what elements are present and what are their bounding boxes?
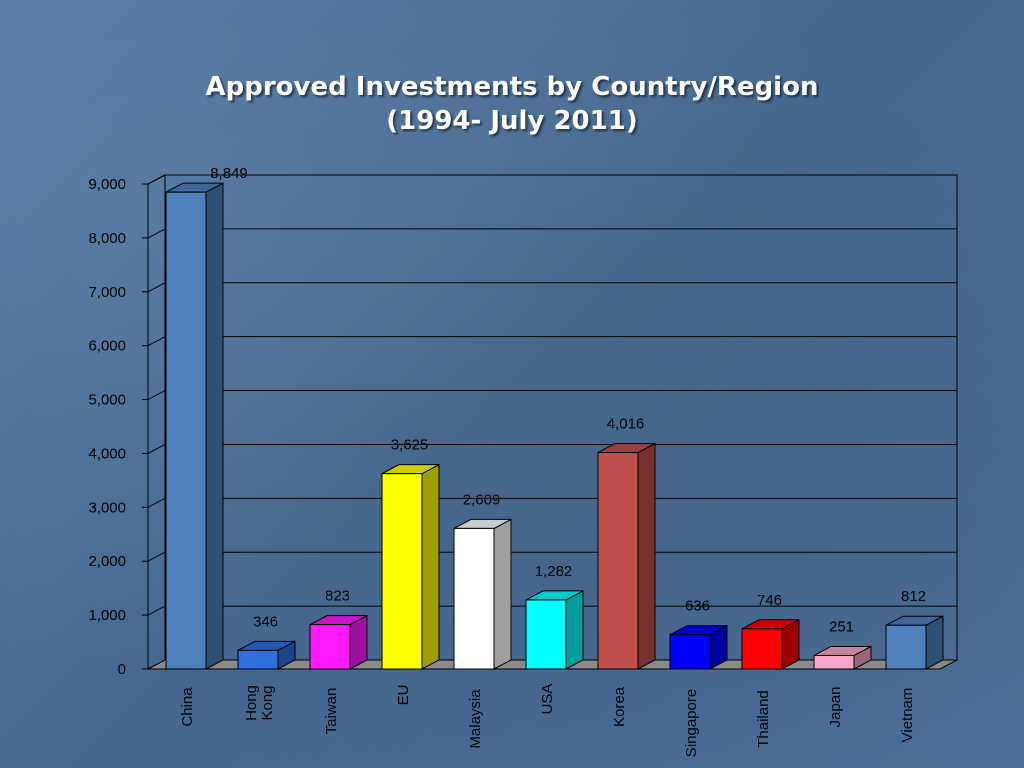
x-tick-label: Thailand: [755, 690, 772, 748]
bar: [813, 645, 872, 670]
x-tick-label: China: [179, 687, 196, 727]
x-tick-label: Taiwan: [323, 688, 340, 735]
bar: [381, 463, 440, 670]
gridline-side: [147, 228, 166, 239]
bar-front: [669, 634, 711, 670]
data-label: 1,282: [535, 563, 573, 580]
bar: [309, 614, 368, 670]
data-label: 746: [757, 592, 782, 609]
y-tick-label: 1,000: [88, 607, 126, 624]
y-tick-label: 8,000: [88, 230, 126, 247]
x-tick-label: USA: [539, 684, 556, 715]
data-label: 346: [253, 613, 278, 630]
bar-side: [493, 518, 512, 670]
y-tick-label: 6,000: [88, 338, 126, 355]
bar: [741, 618, 800, 670]
x-tick-label: Singapore: [683, 689, 700, 757]
bar-front: [165, 191, 207, 670]
gridline-side: [147, 497, 166, 508]
chart-title-line-2: (1994- July 2011): [386, 106, 638, 136]
data-labels: 8,849 346 823 3,625 2,609 1,282 4,016 636 746 251…: [210, 165, 926, 635]
gridline-side: [147, 174, 166, 185]
data-label: 3,625: [391, 437, 429, 454]
bar-front: [237, 649, 279, 670]
bar: [597, 442, 656, 670]
bar-front: [597, 452, 639, 670]
data-label: 823: [325, 588, 350, 605]
data-label: 4,016: [607, 416, 645, 433]
bar-front: [813, 654, 855, 670]
bar: [669, 624, 728, 670]
gridline-side: [147, 444, 166, 454]
bar-side: [205, 182, 224, 670]
x-tick-label: Malaysia: [467, 689, 484, 749]
bar-front: [453, 527, 495, 670]
bar: [885, 615, 944, 670]
x-tick-label: Vietnam: [899, 688, 916, 743]
data-label: 8,849: [210, 165, 248, 182]
back-wall: [164, 174, 958, 661]
x-tick-label: EU: [395, 685, 412, 706]
bar: [237, 640, 296, 670]
data-label: 2,609: [463, 491, 501, 508]
bar: [525, 590, 584, 670]
data-label: 251: [829, 618, 854, 635]
y-tick-label: 4,000: [88, 445, 126, 462]
bar-front: [885, 624, 927, 670]
y-tick-label: 7,000: [88, 284, 126, 301]
x-axis: China HongKong Taiwan EU Malaysia USA Korea Sin…: [179, 684, 916, 758]
data-label: 636: [685, 598, 710, 615]
gridline-side: [147, 336, 166, 347]
data-label: 812: [901, 588, 926, 605]
gridline-side: [147, 551, 166, 562]
chart-title-line-1: Approved Investments by Country/Region: [205, 72, 819, 102]
bar-front: [309, 624, 351, 670]
bar-front: [381, 473, 423, 670]
y-tick-label: 9,000: [88, 176, 126, 193]
gridline-side: [147, 390, 166, 400]
y-tick-label: 2,000: [88, 553, 126, 570]
x-tick-label: Japan: [827, 687, 844, 728]
chart-title: Approved Investments by Country/Region (…: [0, 70, 1024, 138]
x-tick-label: Korea: [611, 686, 628, 727]
gridline-side: [147, 282, 166, 293]
y-axis: 0 1,000 2,000 3,000 4,000 5,000 6,000 7,000 8,00…: [88, 176, 149, 678]
bar-front: [525, 599, 567, 670]
bar: [453, 518, 512, 670]
y-tick-label: 3,000: [88, 499, 126, 516]
bar-side: [637, 442, 656, 670]
bar: [165, 182, 224, 670]
bars: [165, 182, 944, 670]
y-tick-label: 0: [118, 661, 126, 678]
bar-side: [421, 463, 440, 670]
x-tick-label: HongKong: [243, 685, 276, 721]
bar-side: [565, 590, 584, 670]
bar-front: [741, 628, 783, 670]
gridline-side: [147, 605, 166, 616]
y-tick-label: 5,000: [88, 392, 126, 409]
